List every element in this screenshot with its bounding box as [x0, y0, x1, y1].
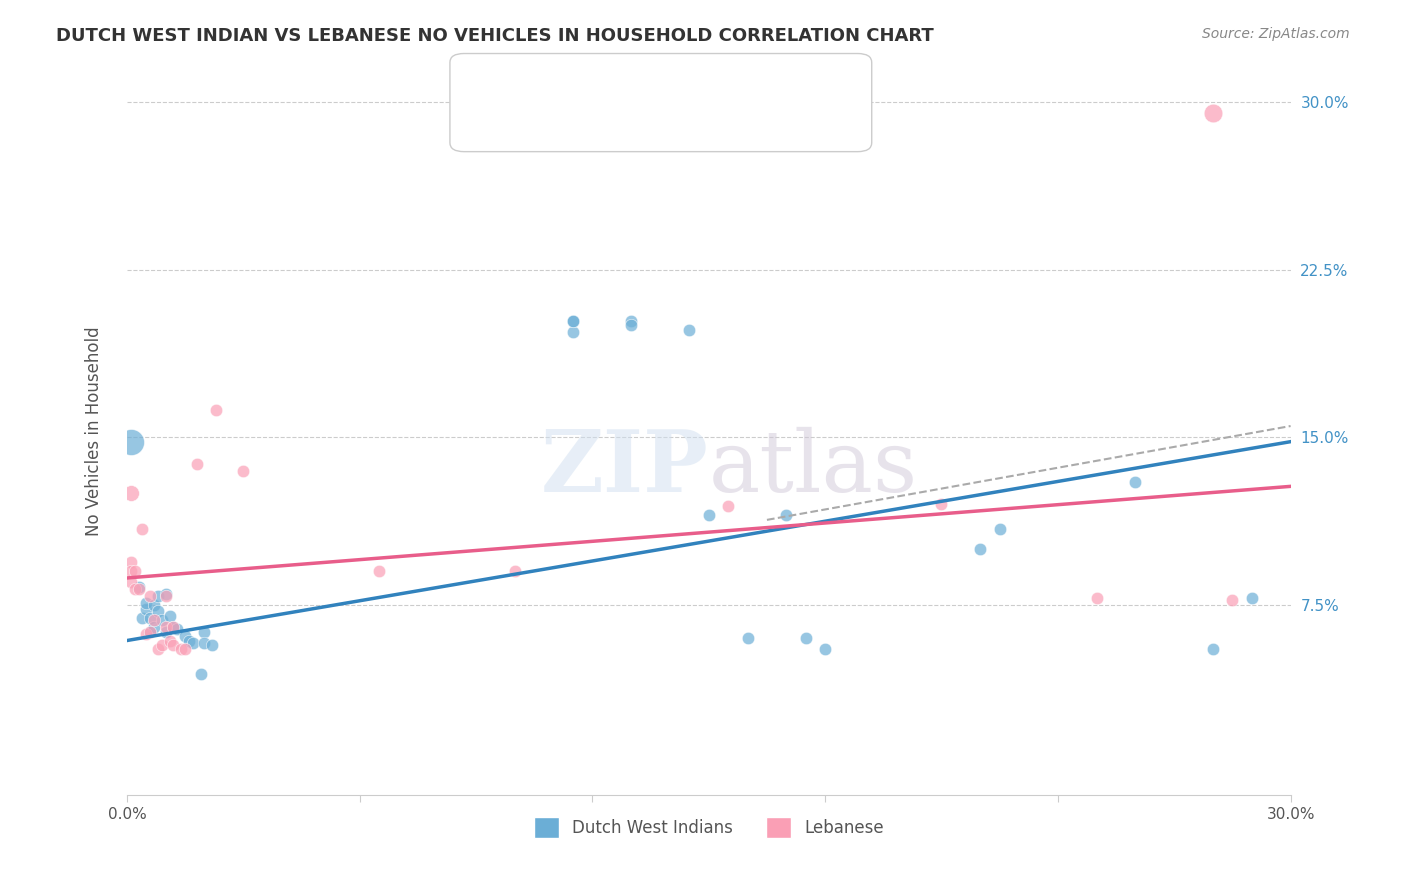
Text: R =: R =: [513, 78, 550, 96]
Point: [155, 620, 177, 634]
Text: atlas: atlas: [709, 426, 918, 509]
Point: [146, 605, 169, 619]
Point: [1202, 106, 1225, 120]
Point: [1202, 642, 1225, 657]
Point: [162, 620, 184, 634]
Point: [170, 642, 193, 657]
Point: [775, 508, 797, 523]
Text: DUTCH WEST INDIAN VS LEBANESE NO VEHICLES IN HOUSEHOLD CORRELATION CHART: DUTCH WEST INDIAN VS LEBANESE NO VEHICLE…: [56, 27, 934, 45]
Point: [177, 633, 200, 648]
Point: [120, 434, 142, 449]
Legend: Dutch West Indians, Lebanese: Dutch West Indians, Lebanese: [527, 811, 890, 845]
Point: [128, 582, 150, 596]
Point: [146, 589, 169, 603]
Point: [1085, 591, 1108, 605]
Point: [155, 586, 177, 600]
Point: [128, 580, 150, 594]
Text: 0.214: 0.214: [555, 112, 607, 129]
Point: [181, 636, 204, 650]
Point: [155, 589, 177, 603]
Text: 30: 30: [668, 78, 690, 96]
Text: R =: R =: [513, 112, 550, 129]
Text: ■: ■: [481, 112, 502, 131]
Point: [150, 614, 173, 628]
Point: [190, 667, 212, 681]
Point: [124, 564, 146, 578]
Point: [143, 614, 166, 628]
Text: 0.365: 0.365: [555, 78, 607, 96]
Text: ZIP: ZIP: [541, 425, 709, 510]
Point: [737, 632, 759, 646]
Point: [562, 314, 585, 328]
Point: [1222, 593, 1244, 607]
Point: [159, 633, 181, 648]
Point: [368, 564, 391, 578]
Text: ■: ■: [481, 78, 502, 98]
Point: [620, 318, 643, 333]
Point: [503, 564, 526, 578]
Point: [143, 620, 166, 634]
Point: [620, 314, 643, 328]
Point: [150, 638, 173, 652]
Point: [193, 636, 215, 650]
Point: [814, 642, 837, 657]
Point: [135, 602, 157, 616]
Point: [135, 627, 157, 641]
Point: [139, 624, 162, 639]
Point: [186, 457, 208, 471]
Point: [139, 624, 162, 639]
Point: [193, 624, 215, 639]
Point: [969, 541, 991, 556]
Point: [139, 589, 162, 603]
Point: [120, 486, 142, 500]
Point: [139, 611, 162, 625]
Point: [174, 629, 197, 643]
Point: [678, 323, 700, 337]
Point: [931, 497, 953, 511]
Y-axis label: No Vehicles in Household: No Vehicles in Household: [86, 326, 103, 536]
Point: [120, 564, 142, 578]
Text: Source: ZipAtlas.com: Source: ZipAtlas.com: [1202, 27, 1350, 41]
Point: [562, 314, 585, 328]
Point: [162, 620, 184, 634]
Point: [794, 632, 817, 646]
Point: [120, 575, 142, 590]
Point: [159, 609, 181, 624]
Point: [201, 638, 224, 652]
Point: [135, 596, 157, 610]
Text: N =: N =: [626, 78, 662, 96]
Point: [717, 500, 740, 514]
Point: [146, 642, 169, 657]
Text: N =: N =: [626, 112, 662, 129]
Text: 29: 29: [668, 112, 692, 129]
Point: [124, 582, 146, 596]
Point: [1240, 591, 1263, 605]
Point: [120, 555, 142, 569]
Point: [131, 611, 153, 625]
Point: [162, 638, 184, 652]
Point: [562, 325, 585, 339]
Point: [232, 464, 254, 478]
Point: [131, 522, 153, 536]
Point: [174, 642, 197, 657]
Point: [1125, 475, 1147, 489]
Point: [205, 403, 228, 417]
Point: [988, 522, 1011, 536]
Point: [155, 624, 177, 639]
Point: [143, 598, 166, 612]
Point: [697, 508, 720, 523]
Point: [166, 623, 188, 637]
